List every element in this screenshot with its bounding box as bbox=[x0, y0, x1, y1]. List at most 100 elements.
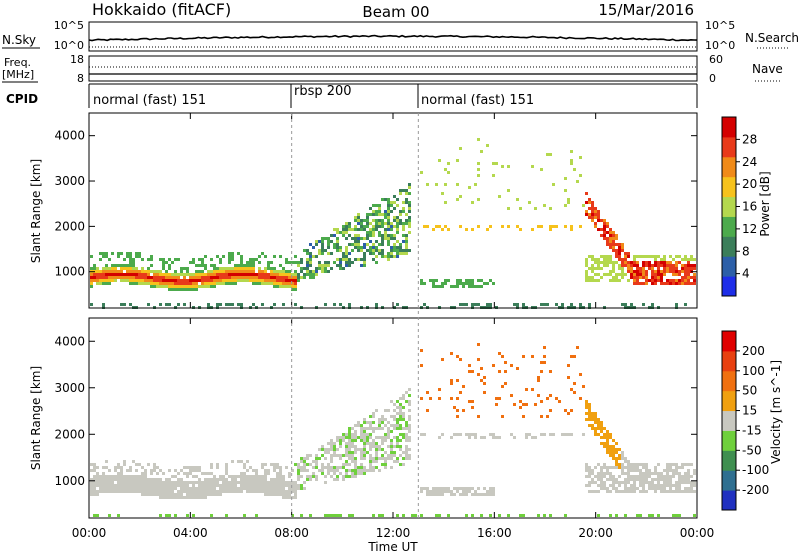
cpid-segment-2: rbsp 200 bbox=[294, 84, 352, 99]
heatmap-cell bbox=[132, 475, 135, 478]
heatmap-cell bbox=[606, 472, 609, 475]
heatmap-cell bbox=[597, 418, 600, 421]
heatmap-cell bbox=[381, 418, 384, 421]
heatmap-cell bbox=[225, 481, 228, 484]
heatmap-cell bbox=[192, 484, 195, 487]
heatmap-cell bbox=[588, 484, 591, 487]
heatmap-cell bbox=[198, 285, 201, 288]
heatmap-cell bbox=[372, 258, 375, 261]
heatmap-cell bbox=[609, 490, 612, 493]
heatmap-cell bbox=[93, 487, 96, 490]
heatmap-cell bbox=[372, 457, 375, 460]
heatmap-cell bbox=[243, 279, 246, 282]
heatmap-cell bbox=[327, 451, 330, 454]
heatmap-cell bbox=[135, 484, 138, 487]
heatmap-cell bbox=[294, 270, 297, 273]
heatmap-cell bbox=[639, 267, 642, 270]
heatmap-cell bbox=[282, 285, 285, 288]
heatmap-cell bbox=[402, 427, 405, 430]
heatmap-cell bbox=[216, 490, 219, 493]
heatmap-cell bbox=[120, 472, 123, 475]
heatmap-cell bbox=[693, 469, 696, 472]
heatmap-cell bbox=[336, 237, 339, 240]
heatmap-cell bbox=[633, 469, 636, 472]
heatmap-cell bbox=[471, 493, 474, 496]
heatmap-cell bbox=[183, 285, 186, 288]
heatmap-cell bbox=[390, 415, 393, 418]
heatmap-cell bbox=[399, 403, 402, 406]
heatmap-cell bbox=[93, 475, 96, 478]
heatmap-cell bbox=[621, 273, 624, 276]
heatmap-cell bbox=[123, 258, 126, 261]
colorbar-swatch bbox=[722, 370, 736, 392]
heatmap-cell bbox=[102, 490, 105, 493]
heatmap-cell bbox=[405, 391, 408, 394]
heatmap-cell bbox=[555, 225, 558, 228]
heatmap-cell bbox=[243, 276, 246, 279]
heatmap-cell bbox=[354, 234, 357, 237]
heatmap-cell bbox=[438, 493, 441, 496]
heatmap-cell bbox=[216, 279, 219, 282]
heatmap-cell bbox=[648, 472, 651, 475]
heatmap-cell bbox=[624, 472, 627, 475]
heatmap-cell bbox=[666, 264, 669, 267]
heatmap-cell bbox=[159, 270, 162, 273]
heatmap-cell bbox=[147, 258, 150, 261]
heatmap-cell bbox=[420, 171, 423, 174]
heatmap-cell bbox=[246, 264, 249, 267]
heatmap-cell bbox=[333, 234, 336, 237]
heatmap-cell bbox=[585, 484, 588, 487]
heatmap-cell bbox=[399, 189, 402, 192]
heatmap-cell bbox=[363, 445, 366, 448]
heatmap-cell bbox=[204, 276, 207, 279]
heatmap-cell bbox=[660, 487, 663, 490]
heatmap-cell bbox=[162, 261, 165, 264]
heatmap-cell bbox=[654, 466, 657, 469]
heatmap-cell bbox=[390, 448, 393, 451]
heatmap-cell bbox=[129, 255, 132, 258]
heatmap-cell bbox=[429, 490, 432, 493]
heatmap-cell bbox=[99, 258, 102, 261]
heatmap-cell bbox=[540, 370, 543, 373]
heatmap-cell bbox=[174, 276, 177, 279]
heatmap-cell bbox=[615, 478, 618, 481]
heatmap-cell bbox=[681, 279, 684, 282]
heatmap-cell bbox=[651, 472, 654, 475]
heatmap-cell bbox=[456, 285, 459, 288]
heatmap-cell bbox=[570, 159, 573, 162]
heatmap-cell bbox=[645, 264, 648, 267]
heatmap-cell bbox=[525, 388, 528, 391]
heatmap-cell bbox=[609, 237, 612, 240]
heatmap-cell bbox=[378, 249, 381, 252]
heatmap-cell bbox=[549, 433, 552, 436]
heatmap-cell bbox=[618, 243, 621, 246]
cpid-label: CPID bbox=[6, 92, 38, 106]
heatmap-cell bbox=[150, 276, 153, 279]
heatmap-cell bbox=[396, 442, 399, 445]
heatmap-cell bbox=[90, 303, 93, 306]
colorbar-swatch bbox=[722, 490, 736, 511]
heatmap-cell bbox=[270, 270, 273, 273]
heatmap-cell bbox=[636, 282, 639, 285]
y-tick-label: 3000 bbox=[54, 174, 85, 188]
heatmap-cell bbox=[378, 252, 381, 255]
heatmap-cell bbox=[123, 463, 126, 466]
heatmap-cell bbox=[375, 222, 378, 225]
heatmap-cell bbox=[684, 490, 687, 493]
heatmap-cell bbox=[360, 466, 363, 469]
heatmap-cell bbox=[255, 481, 258, 484]
heatmap-cell bbox=[282, 282, 285, 285]
heatmap-cell bbox=[630, 261, 633, 264]
heatmap-cell bbox=[477, 358, 480, 361]
heatmap-cell bbox=[372, 246, 375, 249]
heatmap-cell bbox=[480, 279, 483, 282]
heatmap-cell bbox=[684, 276, 687, 279]
heatmap-cell bbox=[108, 490, 111, 493]
heatmap-cell bbox=[405, 445, 408, 448]
heatmap-cell bbox=[315, 478, 318, 481]
heatmap-cell bbox=[297, 472, 300, 475]
heatmap-cell bbox=[657, 484, 660, 487]
heatmap-cell bbox=[210, 466, 213, 469]
heatmap-cell bbox=[348, 225, 351, 228]
